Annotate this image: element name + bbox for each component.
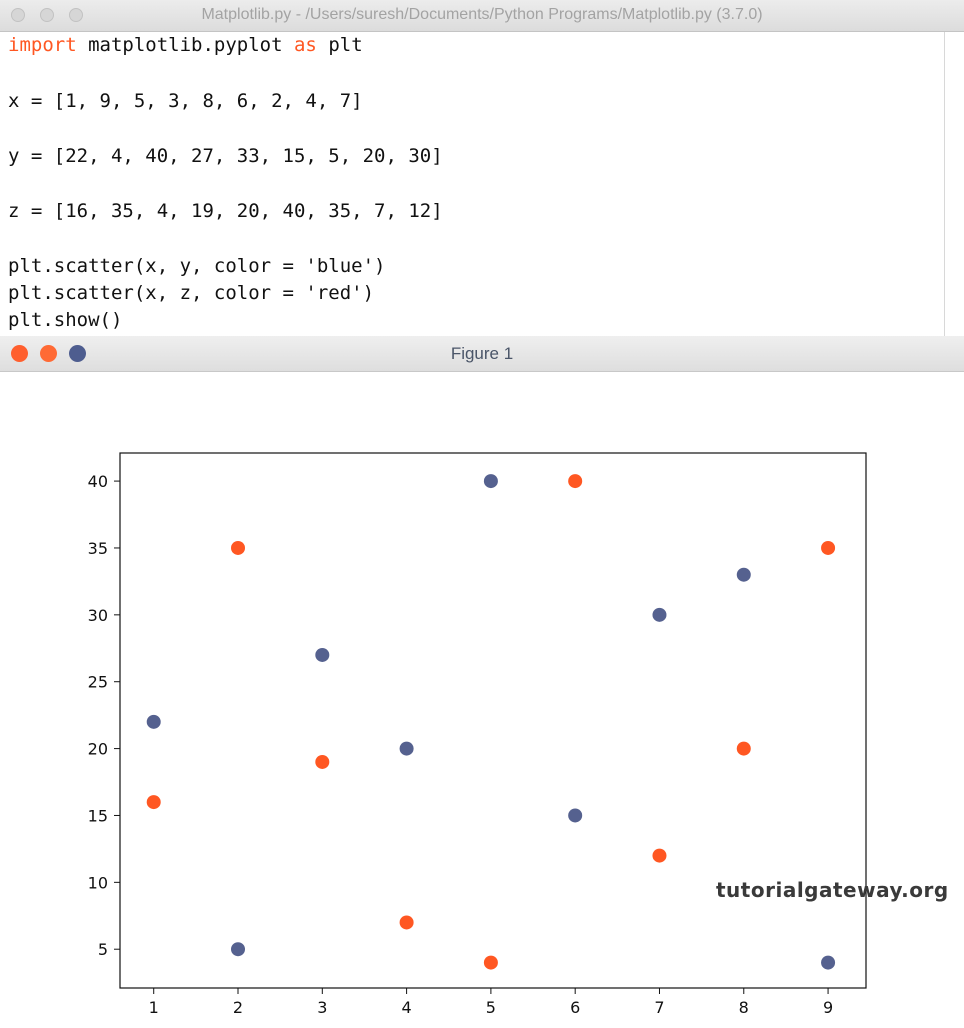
watermark-text: tutorialgateway.org (716, 878, 949, 902)
scatter-point-series-1 (315, 647, 330, 662)
y-tick-label: 5 (98, 940, 108, 959)
scatter-point-series-2 (736, 741, 751, 756)
x-tick-label: 9 (823, 998, 833, 1017)
keyword-as: as (293, 34, 317, 56)
figure-minimize-button[interactable] (40, 345, 57, 362)
x-tick-label: 3 (317, 998, 327, 1017)
scatter-point-series-2 (483, 955, 498, 970)
scatter-point-series-2 (821, 540, 836, 555)
code-line-z[interactable]: z = [16, 35, 4, 19, 20, 40, 35, 7, 12] (8, 200, 443, 222)
code-line-import[interactable]: import matplotlib.pyplot as plt (8, 34, 363, 56)
editor-titlebar: Matplotlib.py - /Users/suresh/Documents/… (0, 0, 964, 32)
close-button[interactable] (11, 8, 25, 22)
scatter-chart: 1 2 3 4 5 6 7 8 9 5 10 15 20 25 30 35 40 (0, 372, 964, 1024)
code-line-scatter-red[interactable]: plt.scatter(x, z, color = 'red') (8, 282, 375, 304)
scatter-point-series-2 (231, 540, 246, 555)
y-tick-label: 10 (88, 873, 108, 892)
scatter-point-series-2 (399, 915, 414, 930)
code-line-show[interactable]: plt.show() (8, 309, 123, 331)
scatter-point-series-1 (736, 567, 751, 582)
alias-name: plt (316, 34, 363, 56)
figure-titlebar: Figure 1 (0, 336, 964, 372)
module-name: matplotlib.pyplot (76, 34, 294, 56)
minimize-button[interactable] (40, 8, 54, 22)
editor-scrollbar-divider (944, 32, 945, 336)
code-line-scatter-blue[interactable]: plt.scatter(x, y, color = 'blue') (8, 255, 386, 277)
figure-title: Figure 1 (450, 344, 514, 363)
scatter-point-series-1 (568, 808, 583, 823)
scatter-point-series-1 (231, 942, 246, 957)
x-tick-label: 1 (149, 998, 159, 1017)
scatter-point-series-1 (399, 741, 414, 756)
zoom-button[interactable] (69, 8, 83, 22)
x-tick-label: 2 (233, 998, 243, 1017)
scatter-point-series-1 (652, 607, 667, 622)
scatter-point-series-2 (146, 795, 161, 810)
keyword-import: import (8, 34, 77, 56)
scatter-point-series-2 (652, 848, 667, 863)
scatter-point-series-2 (568, 474, 583, 489)
y-tick-label: 20 (88, 740, 108, 759)
editor-title: Matplotlib.py - /Users/suresh/Documents/… (201, 6, 763, 23)
axes-layer: 1 2 3 4 5 6 7 8 9 5 10 15 20 25 30 35 40 (88, 472, 834, 1017)
scatter-point-series-1 (483, 474, 498, 489)
editor-window: Matplotlib.py - /Users/suresh/Documents/… (0, 0, 964, 336)
y-tick-label: 15 (88, 806, 108, 825)
x-tick-label: 4 (402, 998, 412, 1017)
y-tick-label: 30 (88, 606, 108, 625)
figure-close-button[interactable] (11, 345, 28, 362)
x-tick-label: 6 (570, 998, 580, 1017)
chart-svg: 1 2 3 4 5 6 7 8 9 5 10 15 20 25 30 35 40 (88, 452, 867, 1017)
code-line-x[interactable]: x = [1, 9, 5, 3, 8, 6, 2, 4, 7] (8, 90, 363, 112)
scatter-point-series-2 (315, 754, 330, 769)
points-layer (146, 474, 836, 970)
y-tick-label: 35 (88, 539, 108, 558)
y-tick-label: 25 (88, 673, 108, 692)
code-line-y[interactable]: y = [22, 4, 40, 27, 33, 15, 5, 20, 30] (8, 145, 443, 167)
y-tick-label: 40 (88, 472, 108, 491)
scatter-point-series-1 (821, 955, 836, 970)
scatter-point-series-1 (146, 714, 161, 729)
plot-frame (119, 452, 867, 989)
x-tick-label: 8 (739, 998, 749, 1017)
figure-zoom-button[interactable] (69, 345, 86, 362)
x-tick-label: 7 (654, 998, 664, 1017)
x-tick-label: 5 (486, 998, 496, 1017)
